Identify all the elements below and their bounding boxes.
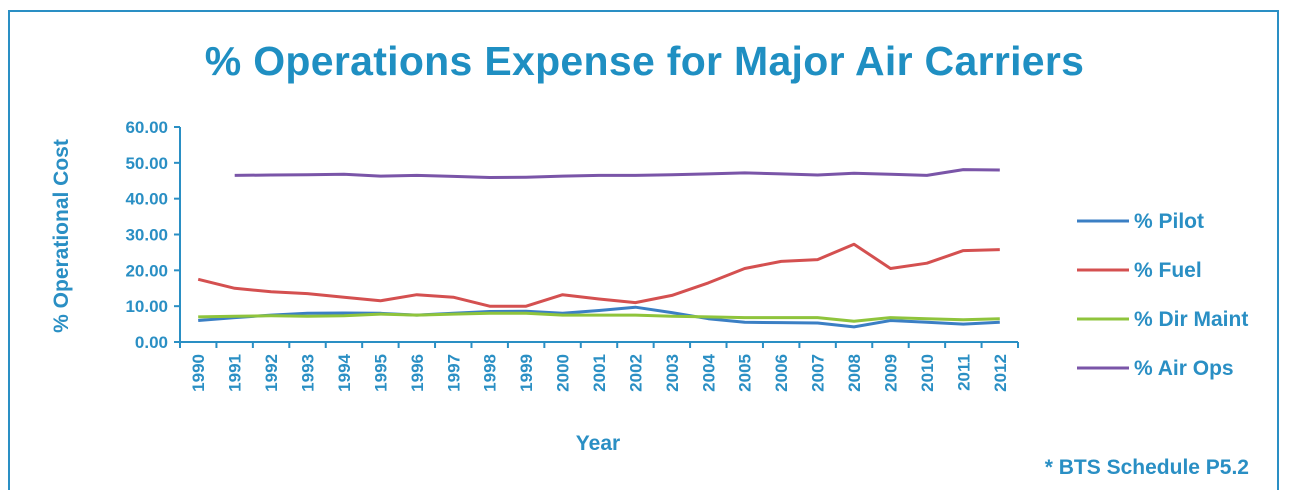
y-tick-label: 20.00 [125,261,168,280]
legend-label: % Dir Maint [1134,308,1248,331]
x-tick-label: 2007 [809,354,828,392]
series-line-air-ops [234,168,1000,179]
x-tick-label: 2010 [918,354,937,392]
x-tick-label: 2005 [736,354,755,392]
x-tick-label: 2003 [663,354,682,392]
x-tick-label: 2002 [626,354,645,392]
x-tick-label: 2008 [845,354,864,392]
x-tick-label: 2000 [554,354,573,392]
x-tick-label: 2011 [954,354,973,391]
series-lines [197,168,1000,329]
y-tick-label: 10.00 [125,297,168,316]
legend-label: % Pilot [1134,210,1204,233]
x-tick-label: 1999 [517,354,536,392]
source-note: * BTS Schedule P5.2 [1044,456,1249,479]
y-tick-label: 30.00 [125,226,168,245]
legend-label: % Fuel [1134,259,1202,282]
y-tick-label: 40.00 [125,190,168,209]
x-tick-label: 1990 [189,354,208,392]
x-tick-label: 1994 [335,353,354,391]
chart-title: % Operations Expense for Major Air Carri… [204,38,1085,84]
y-axis-title: % Operational Cost [50,139,73,333]
y-tick-label: 50.00 [125,154,168,173]
x-axis: 1990 1991 1992 1993 1994 1995 1996 1997 1998 1999… [179,341,1019,392]
x-tick-label: 2006 [772,354,791,392]
x-tick-label: 2012 [991,354,1010,392]
x-tick-label: 1991 [226,354,245,392]
x-tick-label: 2004 [699,353,718,391]
series-line-dir-maint [198,311,1000,323]
x-tick-label: 1996 [408,354,427,392]
x-tick-label: 1995 [371,354,390,392]
series-line-fuel [197,242,1000,308]
x-tick-label: 1998 [481,354,500,392]
x-tick-label: 1992 [262,354,281,392]
y-tick-label: 0.00 [135,333,168,352]
series-line-pilot [198,305,1000,329]
legend: % Pilot % Fuel % Dir Maint % Air Ops [1077,210,1248,380]
x-tick-label: 1993 [299,354,318,392]
y-axis: 0.00 10.00 20.00 30.00 40.00 50.00 60.00 [125,118,181,352]
x-tick-label: 1997 [444,354,463,392]
y-tick-label: 60.00 [125,118,168,137]
x-tick-label: 2001 [590,354,609,392]
x-axis-title: Year [576,432,620,455]
chart-frame [8,10,1279,490]
legend-label: % Air Ops [1134,357,1234,380]
x-tick-label: 2009 [881,354,900,392]
